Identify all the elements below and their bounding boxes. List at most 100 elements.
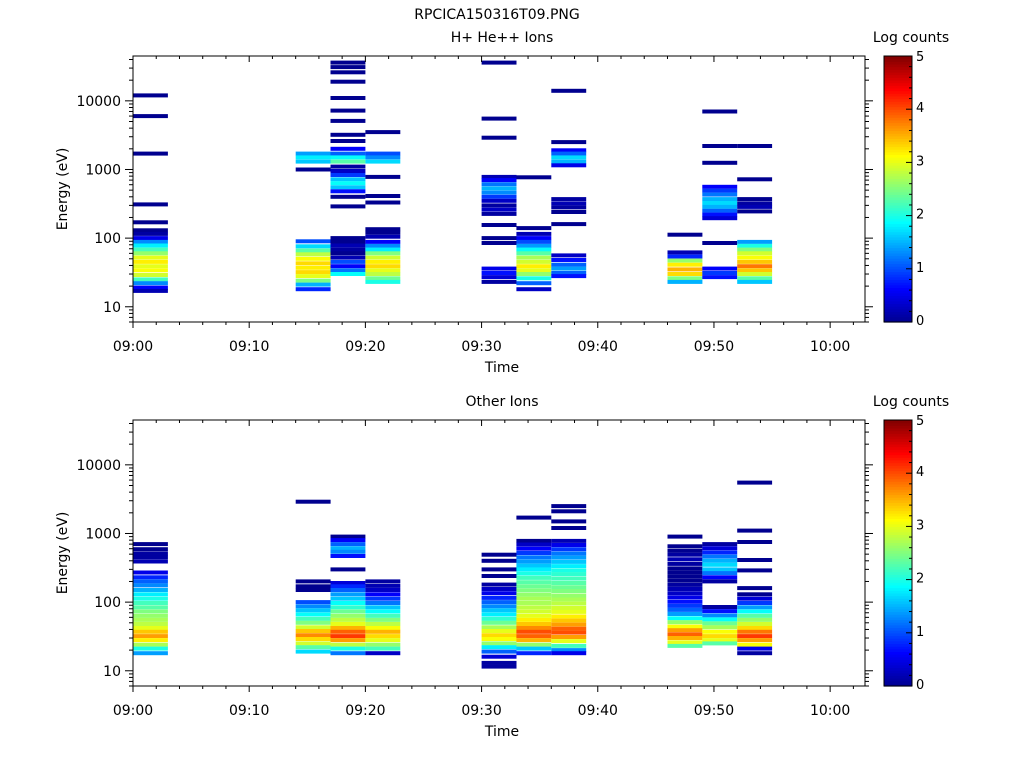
panel-2-cell xyxy=(516,634,552,639)
panel-1-colorbar-segment xyxy=(884,74,912,78)
panel-2-colorbar-tick-label: 3 xyxy=(916,518,924,533)
panel-1-cell xyxy=(295,151,331,156)
panel-2-colorbar-segment xyxy=(884,422,912,426)
panel-2-cell xyxy=(702,579,738,584)
panel-2-colorbar-segment xyxy=(884,457,912,461)
panel-2-cell xyxy=(516,555,552,560)
panel-2-cell xyxy=(365,646,401,651)
panel-2-colorbar-segment xyxy=(884,643,912,647)
panel-2-cell xyxy=(667,632,703,637)
panel-2-cell xyxy=(481,629,517,633)
panel-1-cell xyxy=(481,116,517,121)
panel-2-cell xyxy=(481,649,517,654)
panel-2-colorbar: 0 1 2 3 4 5 Log counts xyxy=(873,394,949,693)
panel-1-cell xyxy=(481,271,517,275)
panel-2-cell xyxy=(365,629,401,634)
panel-2-colorbar-segment xyxy=(884,611,912,615)
panel-1-colorbar-segment xyxy=(884,292,912,296)
panel-1-colorbar-segment xyxy=(884,196,912,201)
panel-2-cell xyxy=(551,576,587,581)
panel-2-cell xyxy=(551,526,587,530)
panel-2-cell xyxy=(295,637,331,641)
panel-2-colorbar-segment xyxy=(884,475,912,480)
panel-1-cell xyxy=(330,60,366,65)
panel-2-cell xyxy=(702,558,738,563)
panel-1-cell xyxy=(737,259,773,264)
panel-2-cell xyxy=(330,534,366,539)
panel-1-cell xyxy=(330,268,366,273)
panel-1-colorbar-segment xyxy=(884,204,912,209)
panel-2-cell xyxy=(330,638,366,643)
panel-2-cell xyxy=(133,617,168,622)
panel-1-colorbar-segment xyxy=(884,212,912,217)
panel-2-cell xyxy=(295,616,331,621)
panel-2-colorbar-segment xyxy=(884,555,912,559)
panel-2-colorbar-segment xyxy=(884,672,912,676)
panel-2-cell xyxy=(516,542,552,547)
panel-1-cell xyxy=(295,167,331,172)
panel-2-cell xyxy=(330,651,366,656)
panel-2-cell xyxy=(481,620,517,625)
panel-1-cell xyxy=(551,159,587,164)
panel-1-cell xyxy=(133,151,168,156)
panel-1-cell xyxy=(702,216,738,221)
panel-1-cell xyxy=(702,201,738,205)
panel-1-cell xyxy=(481,211,517,216)
panel-1-colorbar-segment xyxy=(884,133,912,137)
panel-2-cell xyxy=(133,638,168,643)
panel-1-cell xyxy=(133,273,168,277)
panel-2-cell xyxy=(133,583,168,588)
panel-2-x-tick-label: 09:00 xyxy=(113,703,153,719)
panel-1-colorbar-segment xyxy=(884,215,912,219)
panel-2-cell xyxy=(516,588,552,593)
panel-2-cell xyxy=(295,645,331,650)
panel-2-colorbar-segment xyxy=(884,449,912,453)
panel-1-cell xyxy=(330,70,366,75)
panel-2-cell xyxy=(133,613,168,618)
panel-2-cell xyxy=(516,551,552,555)
panel-2-cell xyxy=(330,629,366,634)
panel-1-cell xyxy=(737,144,773,148)
panel-1-title: H+ He++ Ions xyxy=(451,30,554,46)
panel-2-cell xyxy=(133,555,168,560)
panel-1-colorbar-segment xyxy=(884,138,912,142)
panel-2-colorbar-segment xyxy=(884,553,912,557)
panel-2-cell xyxy=(330,592,366,597)
panel-1-cell xyxy=(551,197,587,202)
panel-2-colorbar-segment xyxy=(884,606,912,610)
panel-2-cell xyxy=(295,620,331,625)
panel-2-colorbar-segment xyxy=(884,680,912,684)
panel-2-colorbar-segment xyxy=(884,600,912,605)
panel-2-cell xyxy=(551,648,587,653)
panel-2-cell xyxy=(481,641,517,646)
panel-1-cell xyxy=(667,272,703,276)
panel-1-colorbar-segment xyxy=(884,287,912,291)
panel-2-colorbar-segment xyxy=(884,616,912,621)
panel-1-cell xyxy=(702,208,738,213)
panel-1-cell xyxy=(737,272,773,276)
panel-2-cell xyxy=(481,625,517,630)
panel-1-cell xyxy=(133,251,168,256)
panel-2-cell xyxy=(667,587,703,591)
panel-2-colorbar-segment xyxy=(884,513,912,517)
panel-1-colorbar-segment xyxy=(884,308,912,312)
panel-1-colorbar-segment xyxy=(884,268,912,273)
panel-1-colorbar-segment xyxy=(884,117,912,121)
panel-2-cell xyxy=(365,617,401,622)
panel-2-colorbar-segment xyxy=(884,560,912,565)
panel-2-cell xyxy=(516,617,552,622)
panel-1-colorbar-segment xyxy=(884,66,912,70)
panel-1-colorbar-segment xyxy=(884,260,912,265)
panel-1-colorbar-segment xyxy=(884,135,912,140)
panel-2-colorbar-segment xyxy=(884,459,912,464)
panel-2-colorbar-segment xyxy=(884,582,912,586)
panel-2-colorbar-segment xyxy=(884,478,912,482)
panel-1-colorbar-segment xyxy=(884,175,912,179)
panel-1-cell xyxy=(702,188,738,193)
panel-2-cell xyxy=(551,630,587,635)
panel-1-colorbar-segment xyxy=(884,122,912,126)
panel-1-cell xyxy=(551,253,587,258)
panel-2-cell xyxy=(737,646,773,651)
panel-2-cell xyxy=(330,542,366,547)
panel-2-colorbar-segment xyxy=(884,587,912,591)
